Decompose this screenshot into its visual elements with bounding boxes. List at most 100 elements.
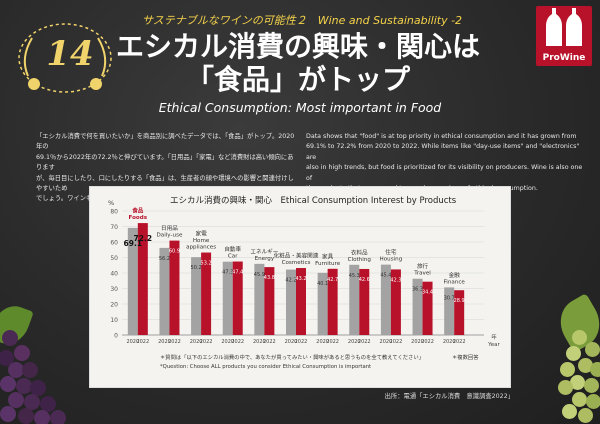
category-label-ja: 化粧品・美容関連 [274, 252, 319, 260]
category-label-ja: 食品 [131, 207, 144, 215]
category-label-en: appliances [186, 245, 216, 251]
category-label-en: Car [228, 254, 238, 260]
value-label-2022: 28.9 [454, 298, 465, 304]
category-label-en: Cosmetics [282, 260, 311, 266]
y-tick-label: 10 [110, 317, 118, 324]
x-tick-label: 2022 [168, 339, 181, 345]
x-axis-label: 年 [491, 333, 497, 341]
value-label-2020: 45.9 [254, 272, 265, 278]
source-note: 出所：電通「エシカル消費 意識調査2022」 [384, 393, 514, 400]
bar-2022 [296, 268, 306, 335]
intro-ja-line: が、毎日目にしたり、口にしたりする「食品」は、生産者の顔や環境への影響と関連付け… [36, 174, 294, 193]
title-line-2: 「食品」がトップ [185, 63, 410, 96]
x-tick-label: 2022 [200, 339, 213, 345]
bar-2020 [349, 264, 360, 335]
y-tick-label: 60 [110, 240, 118, 247]
value-label-2022: 43.8 [264, 275, 275, 281]
wine-bottle-icon [546, 8, 582, 46]
category-label-ja: 金融 [449, 271, 461, 279]
x-tick-label: 2020 [411, 339, 424, 345]
prowine-logo: ProWine [536, 6, 592, 66]
bar-2020 [222, 261, 233, 335]
x-tick-label: 2022 [263, 339, 276, 345]
category-label-en: Travel [413, 271, 431, 277]
value-label-2020: 36.3 [412, 287, 423, 293]
category-label-ja: 住宅 [385, 248, 397, 256]
x-tick-label: 2022 [326, 339, 339, 345]
value-label-2022: 42.7 [327, 277, 338, 283]
bar-2022 [390, 269, 401, 335]
value-label-2022: 72.2 [134, 234, 153, 243]
y-tick-label: 20 [110, 302, 118, 309]
x-tick-label: 2020 [253, 339, 266, 345]
x-tick-label: 2022 [295, 339, 308, 345]
value-label-2022: 60.9 [169, 249, 180, 255]
chart-card: エシカル消費の興味・関心 Ethical Consumption Interes… [89, 186, 511, 388]
category-label-ja: エネルギー [250, 248, 278, 255]
x-axis-label: Year [487, 342, 500, 348]
laurel-icon [18, 23, 112, 93]
chart-title: エシカル消費の興味・関心 Ethical Consumption Interes… [170, 195, 457, 206]
intro-en-line: also in high trends, but food is priorit… [306, 164, 583, 182]
category-label-ja: 家具 [322, 252, 334, 260]
x-tick-label: 2022 [453, 339, 466, 345]
x-tick-label: 2020 [348, 339, 361, 345]
x-tick-label: 2022 [136, 339, 149, 345]
value-label-2022: 34.4 [422, 290, 433, 296]
category-label-en: Energy [255, 256, 275, 262]
x-tick-label: 2022 [231, 339, 244, 345]
bar-2020 [412, 278, 423, 335]
x-tick-label: 2022 [390, 339, 403, 345]
value-label-2020: 42.2 [285, 278, 296, 284]
bar-2022 [201, 252, 212, 335]
intro-ja-line: 69.1％から2022年の72.2％と伸びています。「日用品」「家電」など消費財… [36, 153, 294, 172]
title-line-1: エシカル消費の興味・関心は [115, 30, 480, 63]
x-tick-label: 2020 [380, 339, 393, 345]
bar-2020 [444, 287, 455, 335]
value-label-2020: 40.1 [317, 281, 328, 287]
bar-2020 [317, 272, 328, 335]
number-badge: 14 [10, 14, 120, 100]
bar-2020 [127, 227, 138, 335]
value-label-2020: 50.2 [191, 265, 202, 271]
bar-2022 [137, 223, 148, 335]
y-tick-label: 70 [110, 224, 118, 231]
category-label-en: Housing [380, 257, 403, 263]
y-tick-label: 40 [110, 271, 118, 278]
category-label-en: Foods [129, 215, 148, 221]
value-label-2022: 47.4 [232, 270, 243, 276]
category-label-en: Furniture [315, 261, 341, 267]
category-label-en: Finance [443, 279, 465, 285]
y-tick-label: 0 [114, 333, 118, 340]
category-label-ja: 自動車 [224, 245, 241, 253]
x-tick-label: 2020 [126, 339, 139, 345]
category-label-en: Home [193, 238, 210, 244]
value-label-2020: 47.3 [222, 270, 233, 276]
bar-2020 [159, 247, 170, 335]
x-tick-label: 2020 [158, 339, 171, 345]
x-tick-label: 2020 [221, 339, 234, 345]
intro-en-line: Data shows that "food" is at top priorit… [306, 133, 577, 140]
x-tick-label: 2022 [421, 339, 434, 345]
bar-2020 [191, 257, 202, 335]
bar-2022 [422, 281, 433, 335]
value-label-2020: 69.1 [124, 239, 143, 248]
x-tick-label: 2022 [358, 339, 371, 345]
y-tick-label: 30 [110, 286, 118, 293]
bar-2022 [169, 240, 180, 335]
page-title: エシカル消費の興味・関心は 「食品」がトップ [108, 30, 488, 96]
category-label-ja: 旅行 [417, 262, 429, 270]
value-label-2020: 56.2 [159, 256, 170, 262]
bar-2020 [286, 269, 296, 335]
category-label-en: Daily-use [156, 233, 183, 239]
bar-chart: エシカル消費の興味・関心 Ethical Consumption Interes… [108, 195, 501, 370]
bar-2022 [232, 261, 243, 335]
x-tick-label: 2020 [285, 339, 298, 345]
bar-2022 [264, 267, 275, 335]
chart-note-en: *Question: Choose ALL products you consi… [160, 364, 371, 370]
category-label-ja: 日用品 [161, 225, 178, 232]
value-label-2022: 53.2 [201, 261, 212, 267]
x-tick-label: 2020 [316, 339, 329, 345]
intro-ja-line: 「エシカル消費で何を買いたいか」を商品別に調べたデータでは、「食品」がトップ。2… [36, 133, 295, 151]
